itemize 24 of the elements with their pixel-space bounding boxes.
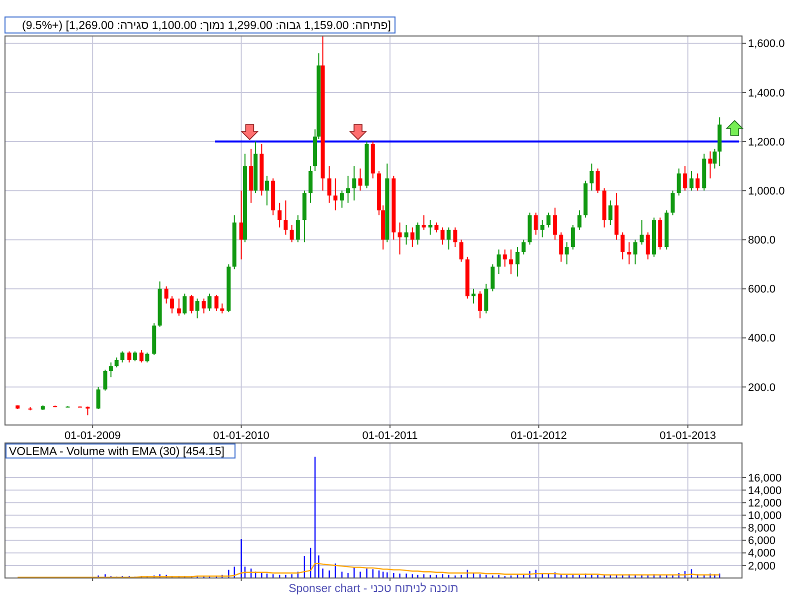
x-tick-label: 01-01-2011 xyxy=(362,430,418,442)
y-tick-label: 600.0 xyxy=(748,284,776,296)
y-tick-label: 2,000 xyxy=(748,560,776,572)
text: Sponser chart - תוכנה לניתוח טכני xyxy=(288,582,458,595)
y-tick-label: 800.0 xyxy=(748,234,776,247)
y-tick-label: 1,200.0 xyxy=(748,136,785,148)
y-tick-label: 10,000 xyxy=(748,510,782,522)
chart-title: VOLEMA - Volume with EMA (30) [454.15] xyxy=(9,446,224,458)
y-tick-label: 16,000 xyxy=(748,472,782,484)
y-tick-label: 1,000.0 xyxy=(748,185,785,198)
y-tick-label: 1,600.0 xyxy=(748,38,785,50)
y-tick-label: 1,400.0 xyxy=(748,87,785,100)
chart-subtitle: [פתיחה: 1,159.00 גבוה: 1,299.00 נמוך: 1,100.00 סגירה: 1,269.00] (+9.5%) xyxy=(22,20,391,32)
y-tick-label: 14,000 xyxy=(748,484,782,497)
x-tick-label: 01-01-2012 xyxy=(510,430,567,442)
y-tick-label: 6,000 xyxy=(748,535,776,548)
y-tick-label: 12,000 xyxy=(748,498,782,510)
x-tick-label: 01-01-2010 xyxy=(213,430,270,442)
x-tick-label: 01-01-2009 xyxy=(64,430,121,442)
y-tick-label: 400.0 xyxy=(748,332,776,345)
x-tick-label: 01-01-2013 xyxy=(660,430,716,442)
y-tick-label: 200.0 xyxy=(748,382,776,394)
y-tick-label: 8,000 xyxy=(748,522,776,535)
y-tick-label: 4,000 xyxy=(748,548,776,560)
